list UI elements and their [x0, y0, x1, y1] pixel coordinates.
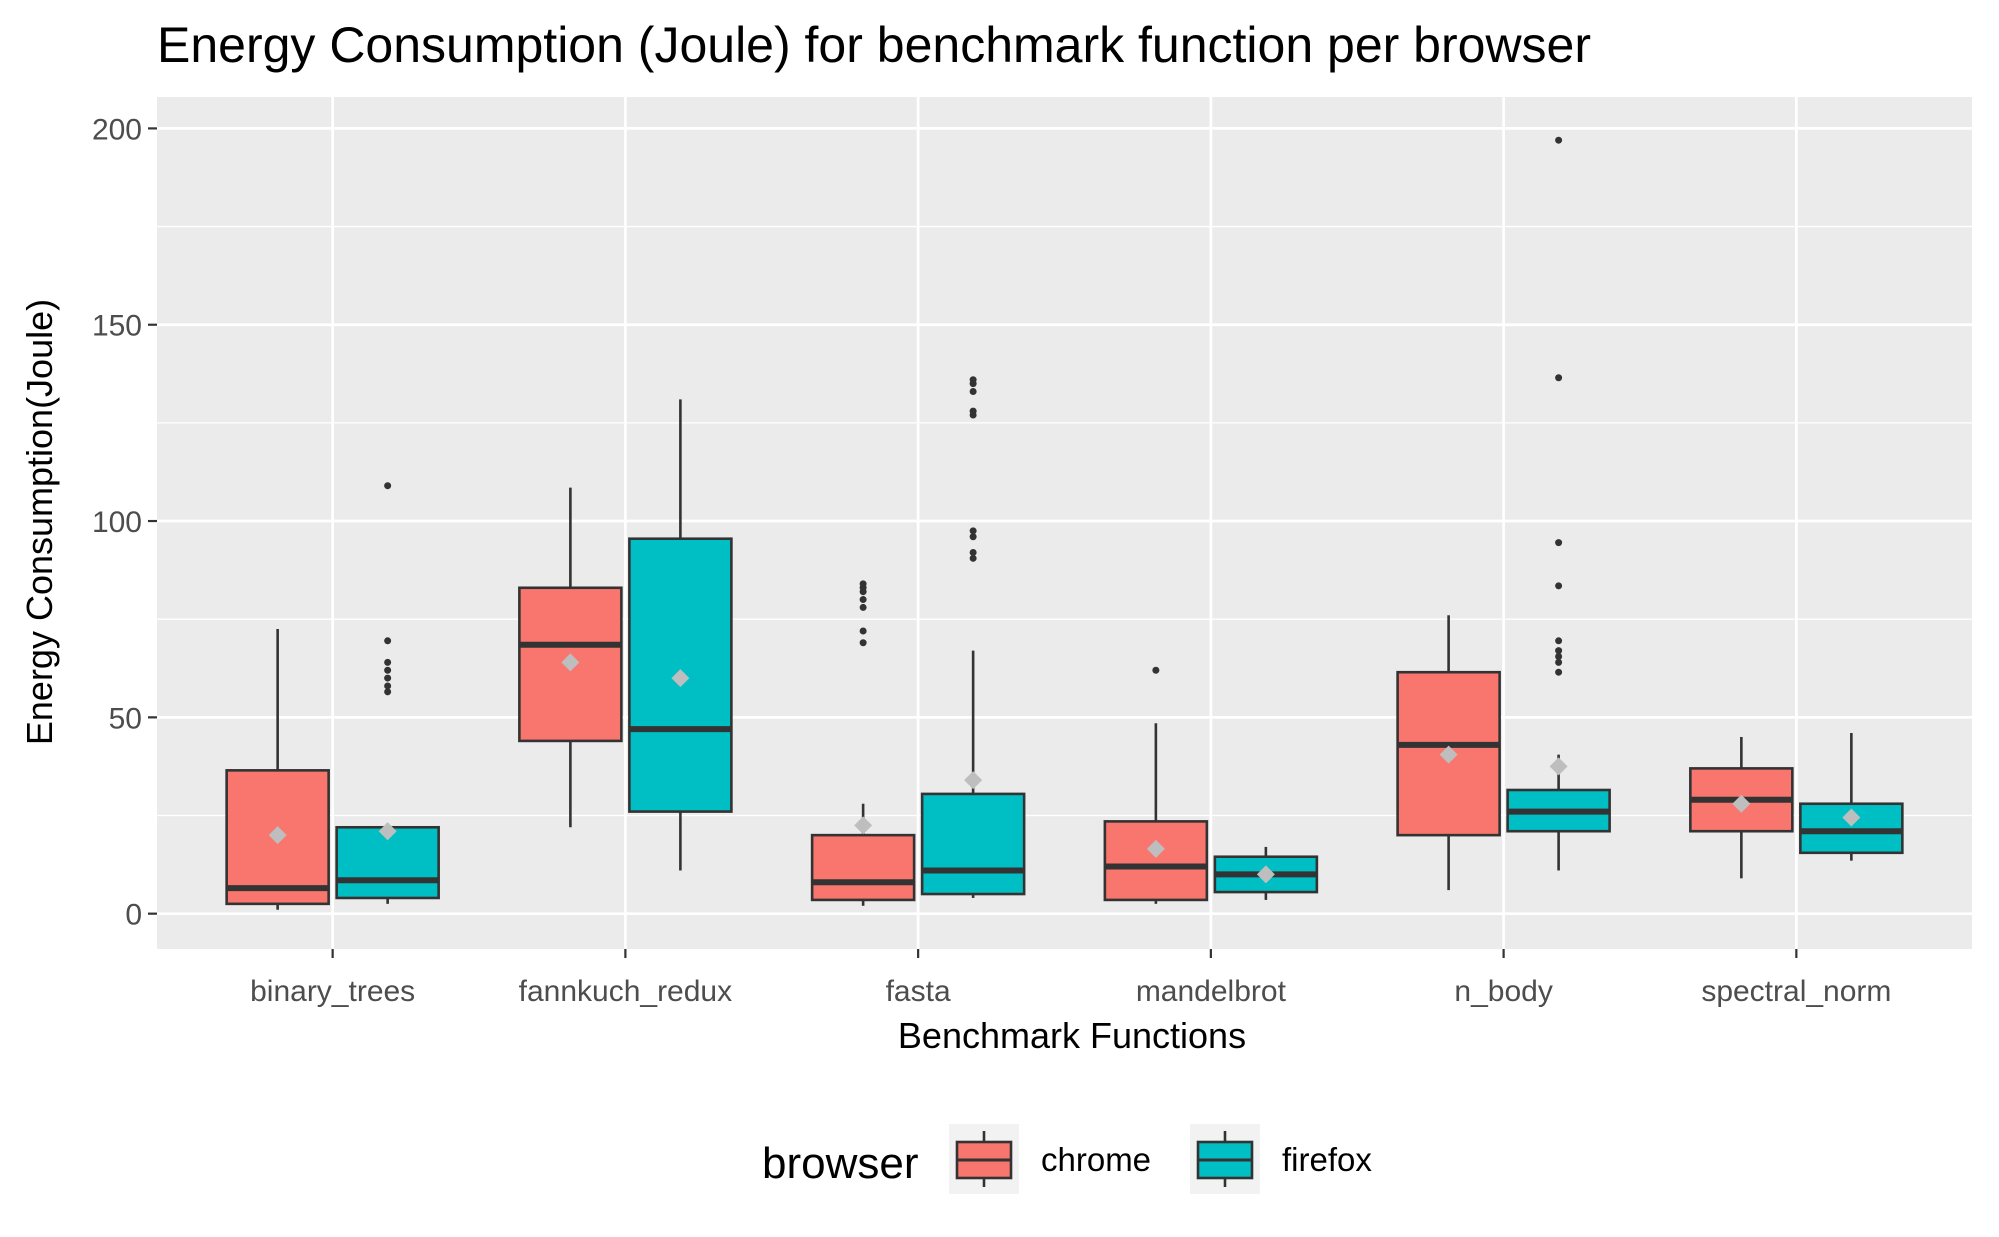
- mean-marker: [268, 826, 287, 845]
- plot-panel: [157, 97, 1972, 949]
- box-iqr: [810, 833, 916, 902]
- boxplot-firefox-mandelbrot: [1213, 846, 1319, 900]
- outlier-point: [969, 533, 977, 541]
- outlier-point: [1555, 637, 1563, 645]
- outlier-point: [969, 554, 977, 562]
- outlier-point: [384, 674, 392, 682]
- y-tick-label: 50: [109, 702, 142, 735]
- y-tick-label: 0: [125, 899, 142, 932]
- outlier-point: [1555, 582, 1563, 590]
- outlier-point: [1555, 539, 1563, 547]
- outlier-point: [1555, 658, 1563, 666]
- outlier-point: [384, 666, 392, 674]
- boxplot-chrome-spectral_norm: [1689, 736, 1794, 879]
- boxplot-chrome-n_body: [1396, 615, 1501, 891]
- y-tick-label: 100: [92, 506, 142, 539]
- outlier-point: [859, 580, 867, 588]
- outlier-point: [859, 596, 867, 604]
- outlier-point: [859, 627, 867, 635]
- boxplot-firefox-fannkuch_redux: [628, 399, 733, 871]
- x-tick-label: fannkuch_redux: [519, 975, 733, 1008]
- mean-marker: [671, 669, 690, 688]
- boxplot-firefox-fasta: [920, 376, 1026, 898]
- legend-label: firefox: [1282, 1141, 1372, 1178]
- x-tick-label: spectral_norm: [1701, 975, 1891, 1008]
- outlier-point: [859, 639, 867, 647]
- outlier-point: [969, 527, 977, 535]
- outlier-point: [1555, 374, 1563, 382]
- box-iqr: [920, 792, 1026, 896]
- x-tick-label: mandelbrot: [1136, 975, 1287, 1008]
- legend-title: browser: [762, 1139, 919, 1188]
- outlier-point: [384, 688, 392, 696]
- mean-marker: [1256, 865, 1275, 884]
- outlier-point: [1555, 136, 1563, 144]
- mean-marker: [561, 653, 580, 672]
- outlier-point: [969, 548, 977, 556]
- boxplot-chrome-fannkuch_redux: [518, 487, 623, 828]
- mean-marker: [854, 816, 873, 835]
- gridlines: [157, 97, 1972, 949]
- boxplot-chrome-binary_trees: [225, 629, 330, 910]
- outlier-point: [1555, 647, 1563, 655]
- outlier-point: [384, 637, 392, 645]
- mean-marker: [964, 771, 983, 790]
- mean-marker: [1549, 757, 1568, 776]
- outlier-point: [384, 482, 392, 490]
- y-axis: 0 50 100 150 200: [92, 113, 157, 932]
- x-tick-label: n_body: [1454, 975, 1552, 1008]
- outlier-point: [1555, 652, 1563, 660]
- outlier-point: [1152, 666, 1160, 674]
- x-tick-label: fasta: [886, 975, 951, 1008]
- legend: browser chrome firefox: [762, 1124, 1372, 1194]
- mean-marker: [1439, 745, 1458, 764]
- outlier-point: [384, 682, 392, 690]
- outlier-point: [384, 658, 392, 666]
- y-axis-title: Energy Consumption(Joule): [19, 299, 60, 745]
- boxplot-firefox-spectral_norm: [1799, 733, 1904, 861]
- x-tick-label: binary_trees: [250, 975, 415, 1008]
- x-axis-title: Benchmark Functions: [898, 1015, 1246, 1056]
- mean-marker: [378, 822, 397, 841]
- outlier-point: [859, 603, 867, 611]
- boxplot-firefox-binary_trees: [335, 482, 440, 904]
- mean-marker: [1146, 839, 1165, 858]
- outlier-point: [969, 407, 977, 415]
- y-tick-label: 200: [92, 113, 142, 146]
- legend-label: chrome: [1041, 1141, 1151, 1178]
- outlier-point: [1555, 668, 1563, 676]
- y-tick-label: 150: [92, 310, 142, 343]
- mean-marker: [1842, 808, 1861, 827]
- boxplot-chrome-fasta: [810, 580, 916, 906]
- x-axis: binary_trees fannkuch_redux fasta mandelbro…: [250, 949, 1891, 1008]
- outlier-point: [969, 376, 977, 384]
- box-iqr: [1103, 820, 1209, 902]
- legend-item-firefox: firefox: [1190, 1124, 1372, 1194]
- mean-marker: [1732, 794, 1751, 813]
- boxplot-firefox-n_body: [1506, 136, 1611, 871]
- legend-item-chrome: chrome: [949, 1124, 1151, 1194]
- boxplot-marks: [225, 136, 1904, 910]
- boxplot-chrome-mandelbrot: [1103, 666, 1209, 904]
- outlier-point: [969, 387, 977, 395]
- chart-title: Energy Consumption (Joule) for benchmark…: [157, 17, 1591, 73]
